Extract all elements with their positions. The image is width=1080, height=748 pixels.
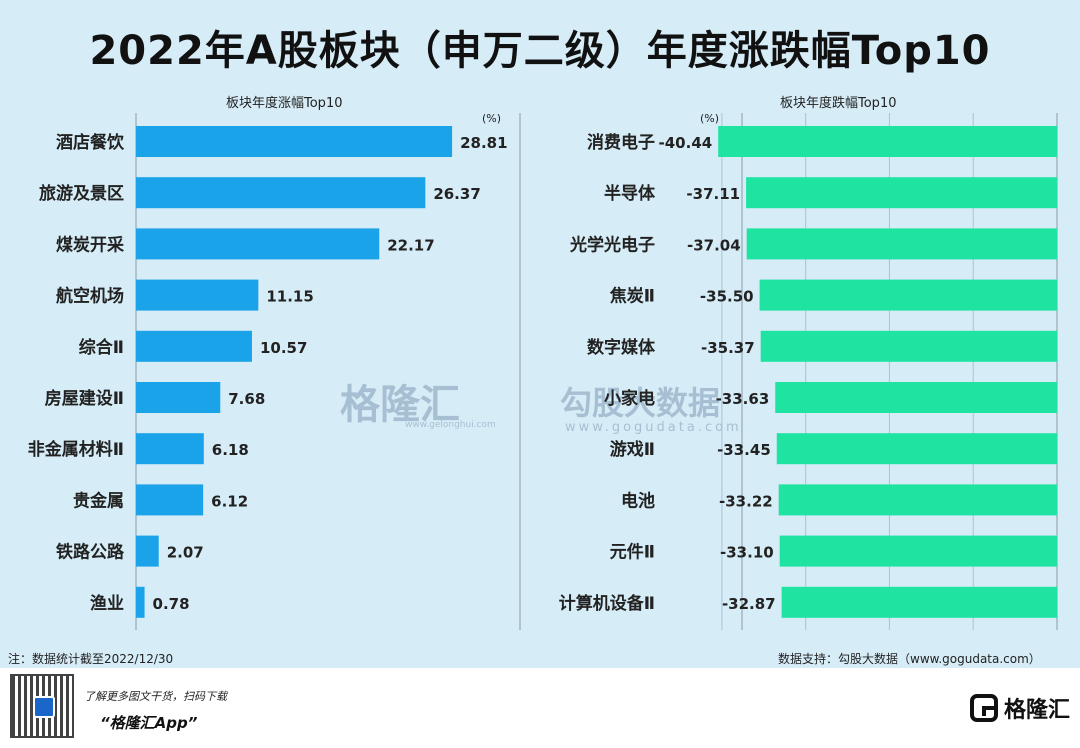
rise-category-label: 航空机场 xyxy=(56,286,124,307)
fall-bar xyxy=(746,228,1057,260)
rise-bar xyxy=(136,177,426,209)
rise-chart: (%) 酒店餐饮 28.81 旅游及景区 26.37 煤炭开采 22.17 航空机场 11.15… xyxy=(28,112,521,630)
fall-bar xyxy=(781,586,1057,618)
rise-value-label: 10.57 xyxy=(260,339,307,357)
fall-bar xyxy=(760,330,1057,362)
data-note: 注：数据统计截至2022/12/30 xyxy=(8,652,174,666)
fall-value-label: -33.45 xyxy=(717,441,771,459)
fall-value-label: -40.44 xyxy=(659,134,713,152)
fall-value-label: -33.10 xyxy=(720,544,774,562)
watermark-brand: 格隆汇 xyxy=(340,382,460,428)
promo-text: 了解更多图文干货，扫码下载 xyxy=(84,690,227,703)
fall-bar xyxy=(775,382,1057,413)
fall-value-label: -37.11 xyxy=(686,185,740,203)
fall-value-label: -35.37 xyxy=(701,339,755,357)
rise-category-label: 非金属材料Ⅱ xyxy=(28,439,124,460)
rise-bar xyxy=(136,535,159,567)
rise-bar xyxy=(136,382,221,413)
qr-logo-icon xyxy=(33,696,55,718)
fall-category-label: 游戏Ⅱ xyxy=(610,439,655,460)
rise-bar xyxy=(136,126,453,157)
fall-value-label: -32.87 xyxy=(722,595,776,613)
fall-value-label: -35.50 xyxy=(700,288,754,306)
rise-value-label: 28.81 xyxy=(460,134,507,152)
fall-category-label: 电池 xyxy=(621,490,655,511)
rise-bar xyxy=(136,228,380,260)
rise-value-label: 22.17 xyxy=(387,236,434,254)
fall-chart-title: 板块年度跌幅Top10 xyxy=(780,96,897,111)
footer: 了解更多图文干货，扫码下载 “格隆汇App” 格隆汇 xyxy=(0,668,1080,748)
fall-category-label: 光学光电子 xyxy=(569,234,655,255)
fall-category-label: 半导体 xyxy=(604,183,656,204)
rise-category-label: 综合Ⅱ xyxy=(79,337,124,358)
fall-bar xyxy=(759,279,1057,311)
fall-bar xyxy=(746,177,1057,209)
rise-value-label: 6.18 xyxy=(212,441,249,459)
fall-bar xyxy=(778,484,1057,516)
rise-category-label: 煤炭开采 xyxy=(56,234,124,255)
fall-unit-label: (%) xyxy=(700,112,719,125)
rise-bar xyxy=(136,279,259,311)
rise-bar xyxy=(136,484,204,516)
fall-category-label: 消费电子 xyxy=(587,132,655,153)
fall-bar xyxy=(779,535,1057,567)
fall-category-label: 数字媒体 xyxy=(587,337,656,358)
rise-category-label: 酒店餐饮 xyxy=(56,132,125,153)
watermark-brand-url: www.gelonghui.com xyxy=(405,420,496,430)
rise-value-label: 0.78 xyxy=(153,595,190,613)
brand-name: 格隆汇 xyxy=(1004,698,1071,723)
charts-svg: (%) 酒店餐饮 28.81 旅游及景区 26.37 煤炭开采 22.17 航空机场 11.15… xyxy=(28,112,1058,630)
rise-category-label: 铁路公路 xyxy=(56,542,125,563)
watermark-data-url: www.gogudata.com xyxy=(565,420,742,435)
fall-category-label: 元件Ⅱ xyxy=(610,542,655,563)
fall-bar xyxy=(776,433,1057,465)
fall-value-label: -33.63 xyxy=(716,390,770,408)
rise-bar xyxy=(136,330,252,362)
rise-value-label: 7.68 xyxy=(228,390,265,408)
rise-bar xyxy=(136,586,145,618)
rise-chart-title: 板块年度涨幅Top10 xyxy=(226,96,343,111)
promo-app-name: “格隆汇App” xyxy=(100,714,198,732)
rise-category-label: 旅游及景区 xyxy=(39,183,124,204)
rise-category-label: 房屋建设Ⅱ xyxy=(45,388,124,409)
rise-value-label: 11.15 xyxy=(266,288,313,306)
fall-value-label: -37.04 xyxy=(687,236,741,254)
fall-value-label: -33.22 xyxy=(719,492,773,510)
fall-category-label: 小家电 xyxy=(604,388,655,409)
brand-g-icon xyxy=(970,694,998,722)
fall-category-label: 计算机设备Ⅱ xyxy=(559,593,655,614)
brand-logo: 格隆汇 xyxy=(970,688,1070,728)
fall-category-label: 焦炭Ⅱ xyxy=(609,286,655,307)
rise-value-label: 2.07 xyxy=(167,544,204,562)
rise-value-label: 6.12 xyxy=(211,492,248,510)
watermark-data-brand: 勾股大数据 xyxy=(560,384,721,422)
page-title: 2022年A股板块（申万二级）年度涨跌幅Top10 xyxy=(89,28,991,74)
rise-category-label: 渔业 xyxy=(90,593,124,614)
rise-category-label: 贵金属 xyxy=(73,490,124,511)
fall-bar xyxy=(718,126,1057,157)
rise-value-label: 26.37 xyxy=(433,185,480,203)
rise-bar xyxy=(136,433,204,465)
rise-unit-label: (%) xyxy=(482,112,501,125)
